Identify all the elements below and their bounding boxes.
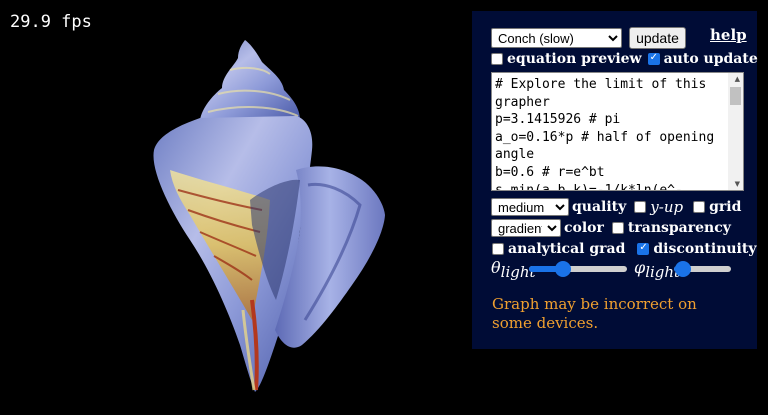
grid-label: grid [709, 199, 742, 215]
color-label: color [564, 220, 604, 236]
auto-update-checkbox[interactable] [647, 52, 660, 65]
transparency-checkbox[interactable] [611, 222, 624, 234]
quality-select[interactable]: medium [491, 198, 569, 216]
phi-light-label: φlight [634, 258, 681, 281]
theta-light-fill [529, 266, 563, 272]
scrollbar-thumb[interactable] [730, 87, 741, 105]
auto-update-label: auto update [663, 51, 758, 67]
update-button[interactable]: update [629, 27, 686, 49]
theta-light-thumb[interactable] [555, 261, 571, 277]
help-link[interactable]: help [710, 26, 747, 44]
gradient-row: analytical grad discontinuity [492, 241, 756, 257]
grid-checkbox[interactable] [693, 201, 706, 213]
equation-text[interactable]: # Explore the limit of this grapher p=3.… [495, 77, 715, 191]
scroll-up-icon[interactable]: ▲ [734, 75, 740, 83]
equation-preview-checkbox[interactable] [491, 53, 503, 65]
y-up-label: y-up [650, 198, 684, 216]
color-select[interactable]: gradient [491, 219, 561, 237]
quality-label: quality [572, 199, 627, 215]
device-warning: Graph may be incorrect on some devices. [492, 295, 697, 332]
phi-light-slider[interactable] [674, 261, 731, 277]
y-up-checkbox[interactable] [634, 201, 647, 213]
quality-row: medium quality y-up grid [491, 198, 741, 216]
phi-light-thumb[interactable] [675, 261, 691, 277]
equation-preview-label: equation preview [507, 51, 642, 67]
analytical-grad-checkbox[interactable] [492, 243, 504, 255]
theta-light-slider[interactable] [529, 261, 627, 277]
analytical-grad-label: analytical grad [508, 241, 626, 257]
discontinuity-label: discontinuity [653, 241, 757, 257]
fps-counter: 29.9 fps [10, 12, 92, 32]
control-panel: Conch (slow) update help equation previe… [472, 11, 758, 349]
color-row: gradient color transparency [491, 219, 731, 237]
theta-light-label: θlight [491, 258, 536, 281]
preset-select[interactable]: Conch (slow) [491, 28, 622, 48]
shell-spire [200, 40, 300, 120]
transparency-label: transparency [627, 220, 731, 236]
equation-scrollbar[interactable]: ▲ ▼ [728, 73, 743, 190]
discontinuity-checkbox[interactable] [637, 242, 650, 255]
scroll-down-icon[interactable]: ▼ [734, 180, 740, 188]
equation-preview-row: equation preview auto update [491, 51, 758, 67]
equation-editor[interactable]: # Explore the limit of this grapher p=3.… [491, 72, 744, 191]
